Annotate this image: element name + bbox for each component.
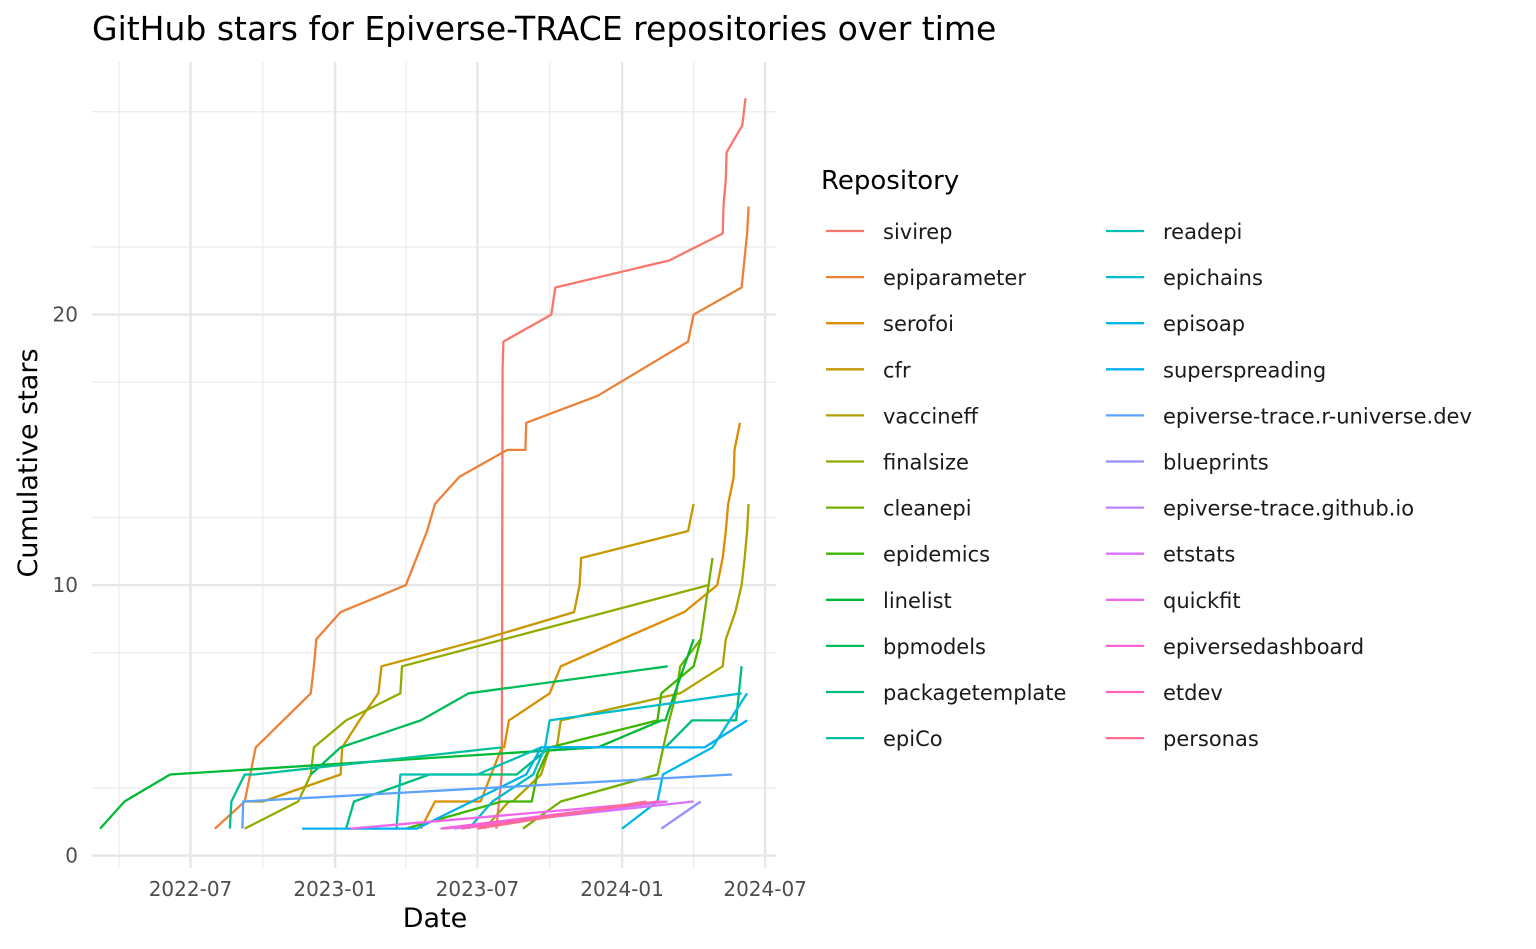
gridlines xyxy=(92,62,776,868)
legend-label: finalsize xyxy=(883,451,969,475)
series-line-epichains xyxy=(467,692,742,830)
series-line-serofoi xyxy=(419,422,742,830)
legend-label: quickfit xyxy=(1163,589,1241,613)
series-line-episoap xyxy=(621,692,749,830)
x-axis-title: Date xyxy=(403,903,468,934)
x-tick-label: 2023-07 xyxy=(436,877,520,901)
y-tick-label: 20 xyxy=(53,303,78,327)
series-line-bpmodels xyxy=(310,665,668,776)
x-axis-ticks: 2022-07 2023-01 2023-07 2024-01 2024-07 xyxy=(149,877,807,901)
legend-label: epiparameter xyxy=(883,266,1026,290)
series-line-epico xyxy=(228,746,502,829)
series-line-vaccineff xyxy=(483,503,750,830)
series-line-epiverse-trace-r-universe-dev xyxy=(241,773,733,829)
y-axis-title: Cumulative stars xyxy=(13,348,44,577)
series-line-superspreading xyxy=(302,719,748,830)
series-line-finalsize xyxy=(244,583,709,830)
legend-label: superspreading xyxy=(1163,358,1326,382)
legend: Repository sivirep epiparameter serofoi cfr… xyxy=(821,166,1472,751)
legend-label: etstats xyxy=(1163,543,1235,567)
y-tick-label: 10 xyxy=(53,573,78,597)
series-line-sivirep xyxy=(495,98,747,829)
legend-label: epiverse-trace.github.io xyxy=(1163,497,1414,521)
legend-label: cleanepi xyxy=(883,497,972,521)
series-line-epiparameter xyxy=(214,206,750,830)
legend-label: epichains xyxy=(1163,266,1263,290)
legend-label: episoap xyxy=(1163,312,1245,336)
legend-label: linelist xyxy=(883,589,952,613)
chart-title: GitHub stars for Epiverse-TRACE reposito… xyxy=(92,9,996,48)
legend-label: epiCo xyxy=(883,727,943,751)
x-tick-label: 2022-07 xyxy=(149,877,233,901)
legend-label: epiversedashboard xyxy=(1163,635,1364,659)
legend-title: Repository xyxy=(821,166,959,196)
series-line-personas xyxy=(477,800,647,830)
series-line-cfr xyxy=(242,503,695,803)
series-line-cleanepi xyxy=(522,557,714,830)
legend-label: etdev xyxy=(1163,681,1223,705)
series-line-blueprints xyxy=(660,800,702,830)
legend-label: personas xyxy=(1163,727,1259,751)
y-axis-ticks: 0 10 20 xyxy=(53,303,78,868)
legend-items: sivirep epiparameter serofoi cfr vaccineff fi… xyxy=(826,220,1472,751)
x-tick-label: 2023-01 xyxy=(293,877,377,901)
legend-label: bpmodels xyxy=(883,635,986,659)
legend-label: epiverse-trace.r-universe.dev xyxy=(1163,404,1472,428)
legend-label: vaccineff xyxy=(883,404,978,428)
x-tick-label: 2024-01 xyxy=(580,877,664,901)
legend-label: epidemics xyxy=(883,543,990,567)
legend-label: readepi xyxy=(1163,220,1242,244)
legend-label: serofoi xyxy=(883,312,954,336)
y-tick-label: 0 xyxy=(65,844,78,868)
x-tick-label: 2024-07 xyxy=(723,877,807,901)
legend-label: packagetemplate xyxy=(883,681,1066,705)
legend-label: cfr xyxy=(883,358,911,382)
legend-label: blueprints xyxy=(1163,451,1269,475)
legend-label: sivirep xyxy=(883,220,952,244)
series-lines xyxy=(99,98,750,830)
